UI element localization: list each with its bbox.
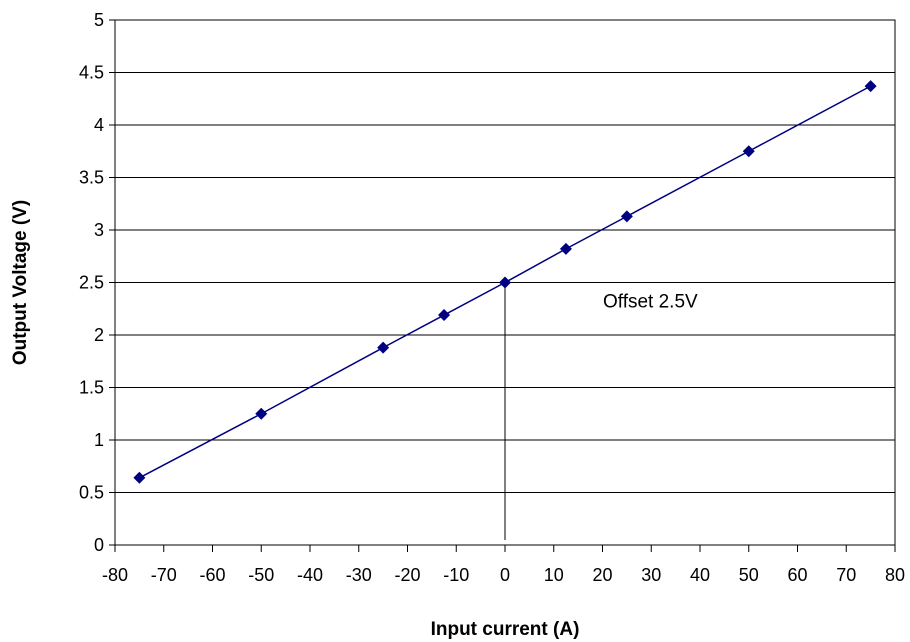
x-tick-labels: -80 -70 -60 -50 -40 -30 -20 -10 0 10 20 30 40 50 60 70 8… xyxy=(102,565,905,585)
y-tick-label: 4.5 xyxy=(79,63,104,83)
annotation: Offset 2.5V xyxy=(504,282,698,540)
y-tick-label: 0 xyxy=(94,535,104,555)
x-tick-label: -20 xyxy=(394,565,420,585)
x-tick-label: -50 xyxy=(248,565,274,585)
x-tick-label: -30 xyxy=(346,565,372,585)
series-voltage xyxy=(133,80,877,484)
data-point xyxy=(864,80,877,93)
y-tick-label: 2.5 xyxy=(79,273,104,293)
data-point xyxy=(438,309,451,322)
x-tick-label: -60 xyxy=(199,565,225,585)
data-point xyxy=(559,242,572,255)
y-tick-label: 0.5 xyxy=(79,483,104,503)
y-tick-label: 5 xyxy=(94,10,104,30)
y-tick-label: 3.5 xyxy=(79,168,104,188)
data-point xyxy=(742,145,755,158)
data-point xyxy=(377,341,390,354)
y-tick-label: 4 xyxy=(94,115,104,135)
y-axis-title: Output Voltage (V) xyxy=(10,200,31,365)
y-tick-label: 1 xyxy=(94,430,104,450)
data-point xyxy=(133,471,146,484)
x-tick-label: 20 xyxy=(592,565,612,585)
x-tick-label: -10 xyxy=(443,565,469,585)
y-tick-labels: 0 0.5 1 1.5 2 2.5 3 3.5 4 4.5 5 xyxy=(79,10,104,555)
x-tick-label: 0 xyxy=(500,565,510,585)
x-tick-label: 50 xyxy=(739,565,759,585)
axes xyxy=(109,19,896,552)
x-axis-title: Input current (A) xyxy=(431,619,580,640)
x-tick-label: -80 xyxy=(102,565,128,585)
x-tick-label: 10 xyxy=(544,565,564,585)
x-tick-label: 40 xyxy=(690,565,710,585)
x-tick-label: 60 xyxy=(787,565,807,585)
x-tick-label: -70 xyxy=(151,565,177,585)
data-point xyxy=(620,210,633,223)
data-point xyxy=(499,276,511,289)
offset-annotation: Offset 2.5V xyxy=(603,292,698,313)
y-tick-label: 2 xyxy=(94,325,104,345)
y-tick-label: 3 xyxy=(94,220,104,240)
y-tick-label: 1.5 xyxy=(79,378,104,398)
x-tick-label: 30 xyxy=(641,565,661,585)
x-tick-label: 70 xyxy=(836,565,856,585)
data-point xyxy=(255,407,268,420)
x-tick-label: 80 xyxy=(885,565,905,585)
x-tick-label: -40 xyxy=(297,565,323,585)
